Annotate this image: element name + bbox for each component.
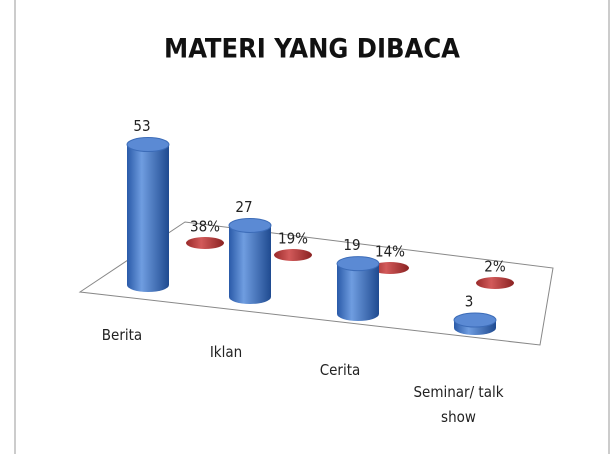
category-label: Cerita (319, 361, 361, 379)
percent-disc (274, 249, 312, 261)
frame (14, 0, 610, 454)
chart-title: MATERI YANG DIBACA (164, 34, 460, 65)
category-label: Iklan (209, 343, 243, 361)
data-label: 38% (190, 218, 220, 236)
cylinder-top (228, 217, 272, 233)
cylinder (229, 225, 271, 304)
cylinder (127, 144, 169, 292)
category-label: Seminar/ talk show (413, 383, 504, 426)
cylinder (337, 263, 379, 321)
percent-disc (371, 262, 409, 274)
data-label: 19 (343, 236, 360, 254)
data-label: 14% (375, 243, 405, 261)
data-label: 27 (235, 198, 252, 216)
data-label: 3 (465, 293, 474, 311)
percent-disc (476, 277, 514, 289)
data-label: 19% (278, 230, 308, 248)
category-label: Berita (101, 326, 143, 344)
data-label: 2% (484, 258, 506, 276)
cylinder-top (336, 256, 380, 272)
percent-disc (186, 237, 224, 249)
data-label: 53 (133, 117, 150, 135)
cylinder-top (453, 312, 497, 328)
cylinder-top (126, 137, 170, 153)
